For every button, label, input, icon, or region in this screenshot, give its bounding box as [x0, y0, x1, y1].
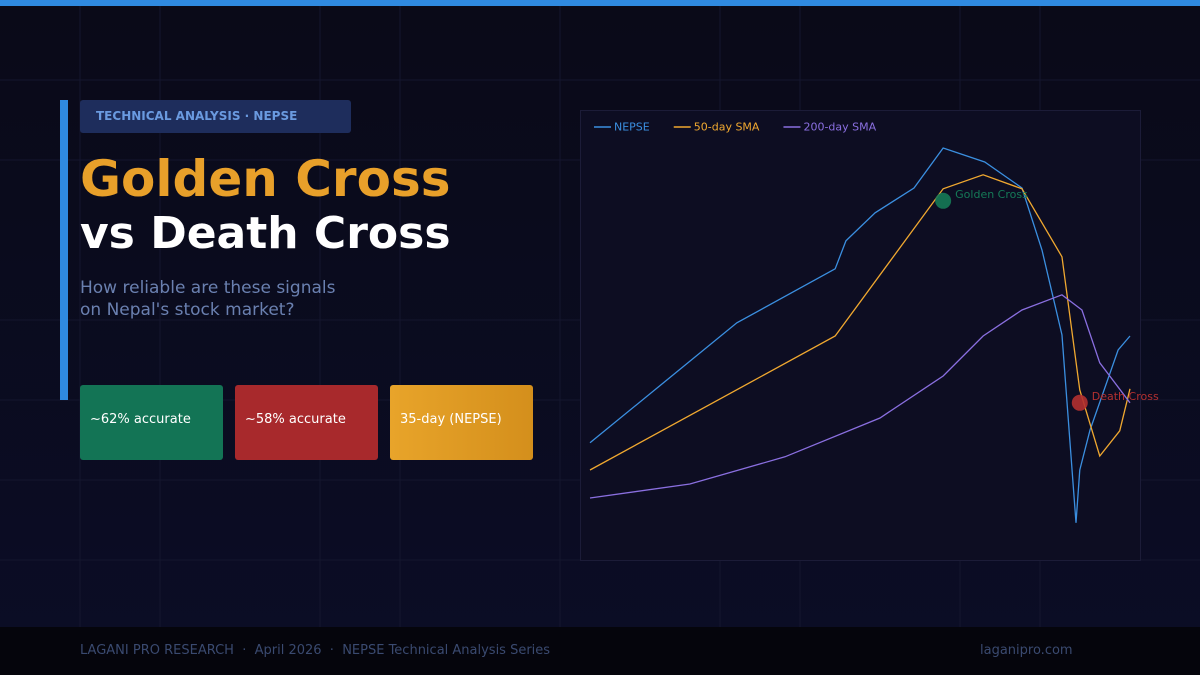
subtitle: How reliable are these signals [80, 278, 336, 298]
top-bar [0, 0, 1200, 6]
footer-link: laganipro.com [980, 643, 1073, 658]
title: vs Death Cross [80, 208, 451, 259]
accent-bar [60, 100, 68, 400]
series-line [589, 147, 1131, 523]
annotation-label: Golden Cross [955, 188, 1028, 201]
annotation-label: Death Cross [1092, 390, 1159, 403]
cross-marker [1071, 394, 1088, 411]
footer: LAGANI PRO RESEARCH · April 2026 · NEPSE… [0, 627, 1200, 675]
stat-card: ~58% accurate [235, 385, 378, 460]
footer-text: LAGANI PRO RESEARCH · April 2026 · NEPSE… [80, 643, 551, 658]
stat-card: ~62% accurate [80, 385, 223, 460]
series-line [589, 174, 1131, 471]
series-line [589, 294, 1131, 499]
legend-label: 200-day SMA [803, 121, 876, 134]
stat-card: 35-day (NEPSE) [390, 385, 533, 460]
legend-label: NEPSE [614, 121, 650, 134]
subtitle: on Nepal's stock market? [80, 300, 295, 320]
cross-marker [935, 192, 952, 209]
chart-panel [580, 110, 1141, 561]
legend-label: 50-day SMA [694, 121, 760, 134]
title: Golden Cross [80, 150, 451, 208]
tag: TECHNICAL ANALYSIS · NEPSE [80, 100, 351, 133]
